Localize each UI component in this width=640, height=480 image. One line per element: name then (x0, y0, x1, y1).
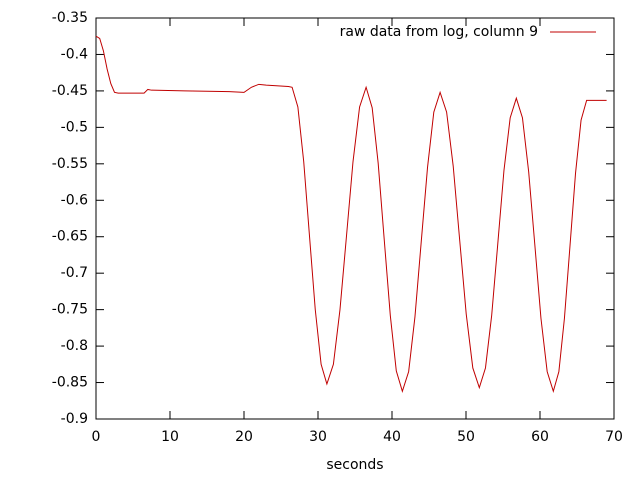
y-tick-label: -0.7 (61, 265, 88, 281)
x-tick-label: 30 (309, 429, 327, 445)
x-tick-label: 20 (235, 429, 253, 445)
x-tick-label: 40 (383, 429, 401, 445)
x-tick-label: 70 (605, 429, 623, 445)
y-tick-label: -0.65 (52, 229, 88, 245)
x-tick-label: 10 (161, 429, 179, 445)
x-tick-label: 0 (92, 429, 101, 445)
data-line (95, 35, 607, 394)
y-tick-label: -0.8 (61, 338, 88, 354)
y-tick-label: -0.5 (61, 119, 88, 135)
y-tick-label: -0.85 (52, 375, 88, 391)
x-tick-label: 50 (457, 429, 475, 445)
y-tick-label: -0.4 (61, 46, 88, 62)
plot-border (95, 17, 615, 420)
y-tick-label: -0.75 (52, 302, 88, 318)
legend-label: raw data from log, column 9 (340, 24, 538, 40)
y-tick-label: -0.55 (52, 156, 88, 172)
y-tick-label: -0.45 (52, 83, 88, 99)
y-tick-label: -0.6 (61, 192, 88, 208)
x-tick-label: 60 (531, 429, 549, 445)
y-tick-label: -0.35 (52, 10, 88, 26)
y-tick-label: -0.9 (61, 411, 88, 427)
x-axis-label: seconds (326, 457, 383, 473)
